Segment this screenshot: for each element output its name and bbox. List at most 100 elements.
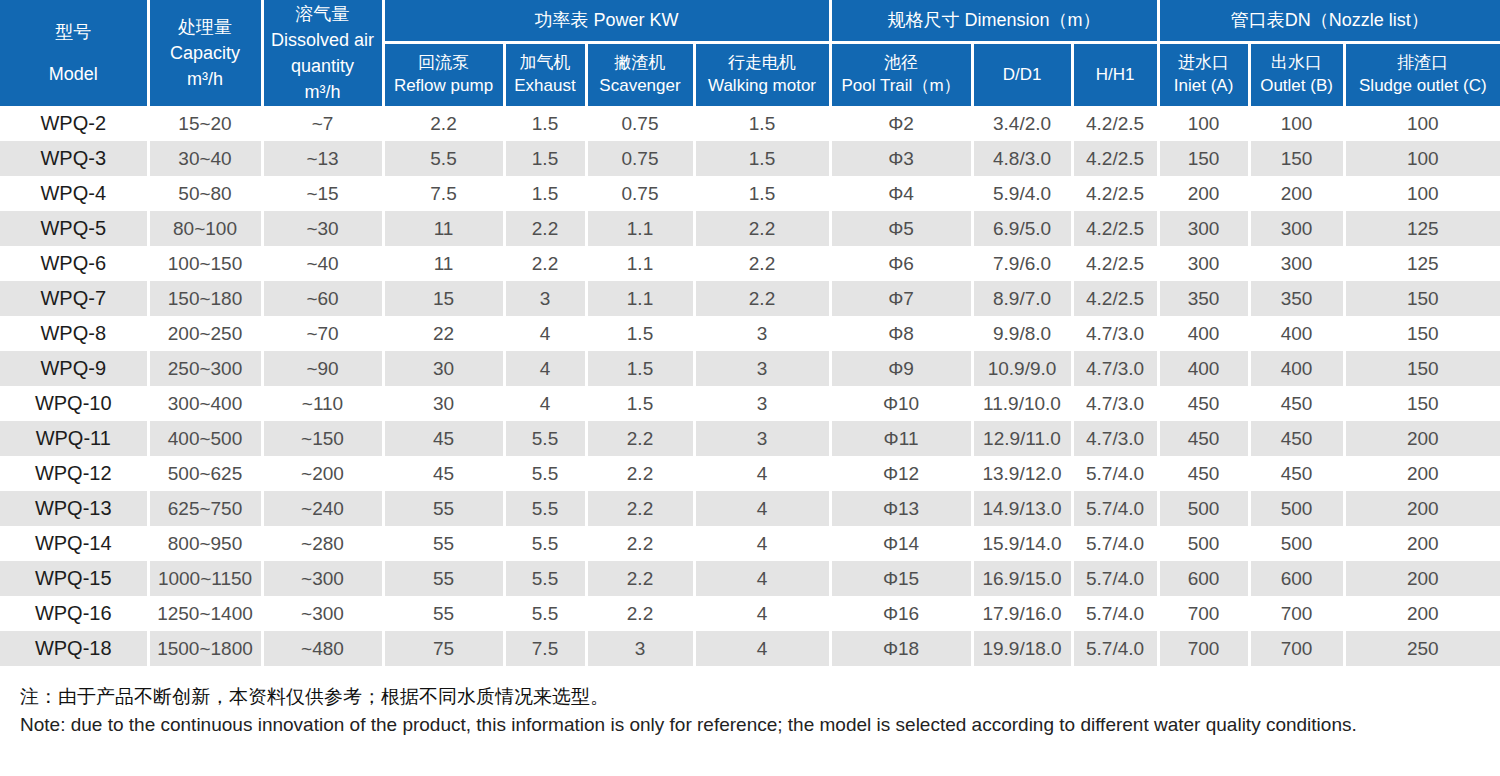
model-cell: WPQ-6 [0,246,148,281]
header-group-dimension: 规格尺寸 Dimension（m） [830,0,1158,42]
value-cell: 2.2 [586,526,694,561]
value-cell: 300 [1158,211,1249,246]
value-cell: Φ16 [830,596,972,631]
value-cell: 5.9/4.0 [972,176,1072,211]
value-cell: 4.2/2.5 [1072,106,1158,141]
value-cell: 5.5 [383,141,504,176]
value-cell: 600 [1249,561,1344,596]
value-cell: ~150 [262,421,383,456]
value-cell: 4 [694,526,830,561]
value-cell: 5.7/4.0 [1072,596,1158,631]
table-row: WPQ-215~20~72.21.50.751.5Φ23.4/2.04.2/2.… [0,106,1500,141]
value-cell: Φ10 [830,386,972,421]
value-cell: 17.9/16.0 [972,596,1072,631]
value-cell: 45 [383,421,504,456]
value-cell: 5.7/4.0 [1072,456,1158,491]
value-cell: 125 [1344,246,1500,281]
value-cell: 5.7/4.0 [1072,491,1158,526]
value-cell: 2.2 [586,456,694,491]
value-cell: 5.7/4.0 [1072,526,1158,561]
header-outlet: 出水口 Outlet (B) [1249,42,1344,106]
value-cell: 12.9/11.0 [972,421,1072,456]
value-cell: 7.9/6.0 [972,246,1072,281]
value-cell: Φ3 [830,141,972,176]
value-cell: 100 [1344,106,1500,141]
value-cell: 2.2 [504,246,586,281]
value-cell: 150~180 [148,281,262,316]
header-inlet: 进水口 Iniet (A) [1158,42,1249,106]
table-row: WPQ-10300~400~1103041.53Φ1011.9/10.04.7/… [0,386,1500,421]
table-row: WPQ-14800~950~280555.52.24Φ1415.9/14.05.… [0,526,1500,561]
model-cell: WPQ-3 [0,141,148,176]
value-cell: ~70 [262,316,383,351]
value-cell: 300 [1249,211,1344,246]
table-row: WPQ-8200~250~702241.53Φ89.9/8.04.7/3.040… [0,316,1500,351]
value-cell: 50~80 [148,176,262,211]
value-cell: 5.7/4.0 [1072,631,1158,666]
table-row: WPQ-7150~180~601531.12.2Φ78.9/7.04.2/2.5… [0,281,1500,316]
value-cell: 22 [383,316,504,351]
value-cell: 1.5 [504,141,586,176]
value-cell: 500~625 [148,456,262,491]
value-cell: 100 [1344,176,1500,211]
value-cell: 1.5 [694,176,830,211]
value-cell: 500 [1158,491,1249,526]
value-cell: 0.75 [586,141,694,176]
header-group-nozzle: 管口表DN（Nozzle list） [1158,0,1500,42]
value-cell: 5.5 [504,491,586,526]
value-cell: 700 [1249,596,1344,631]
value-cell: 0.75 [586,106,694,141]
model-cell: WPQ-18 [0,631,148,666]
value-cell: 150 [1344,281,1500,316]
value-cell: ~110 [262,386,383,421]
value-cell: 500 [1158,526,1249,561]
value-cell: Φ13 [830,491,972,526]
value-cell: 5.5 [504,596,586,631]
model-cell: WPQ-9 [0,351,148,386]
value-cell: ~300 [262,561,383,596]
value-cell: 250 [1344,631,1500,666]
value-cell: 5.5 [504,561,586,596]
header-h-h1: H/H1 [1072,42,1158,106]
value-cell: 5.7/4.0 [1072,561,1158,596]
value-cell: 450 [1249,456,1344,491]
model-cell: WPQ-15 [0,561,148,596]
value-cell: 4.2/2.5 [1072,141,1158,176]
value-cell: 700 [1158,631,1249,666]
model-cell: WPQ-4 [0,176,148,211]
value-cell: 9.9/8.0 [972,316,1072,351]
table-row: WPQ-161250~1400~300555.52.24Φ1617.9/16.0… [0,596,1500,631]
table-row: WPQ-151000~1150~300555.52.24Φ1516.9/15.0… [0,561,1500,596]
value-cell: 300~400 [148,386,262,421]
value-cell: 3.4/2.0 [972,106,1072,141]
table-row: WPQ-181500~1800~480757.534Φ1819.9/18.05.… [0,631,1500,666]
value-cell: Φ8 [830,316,972,351]
table-body: WPQ-215~20~72.21.50.751.5Φ23.4/2.04.2/2.… [0,106,1500,666]
table-row: WPQ-580~100~30112.21.12.2Φ56.9/5.04.2/2.… [0,211,1500,246]
footnote-english: Note: due to the continuous innovation o… [20,711,1500,739]
value-cell: 500 [1249,526,1344,561]
value-cell: 30 [383,386,504,421]
value-cell: Φ2 [830,106,972,141]
value-cell: 14.9/13.0 [972,491,1072,526]
value-cell: 4.2/2.5 [1072,246,1158,281]
value-cell: 2.2 [383,106,504,141]
model-cell: WPQ-11 [0,421,148,456]
model-cell: WPQ-8 [0,316,148,351]
value-cell: 5.5 [504,526,586,561]
value-cell: ~7 [262,106,383,141]
value-cell: 2.2 [586,561,694,596]
value-cell: 2.2 [504,211,586,246]
value-cell: 100 [1158,106,1249,141]
value-cell: ~300 [262,596,383,631]
value-cell: 1.5 [694,106,830,141]
value-cell: 200 [1344,561,1500,596]
value-cell: 150 [1158,141,1249,176]
value-cell: 1.5 [586,351,694,386]
value-cell: Φ15 [830,561,972,596]
value-cell: 450 [1158,386,1249,421]
header-walking-motor: 行走电机 Walking motor [694,42,830,106]
value-cell: 2.2 [694,211,830,246]
header-d-d1: D/D1 [972,42,1072,106]
model-cell: WPQ-13 [0,491,148,526]
